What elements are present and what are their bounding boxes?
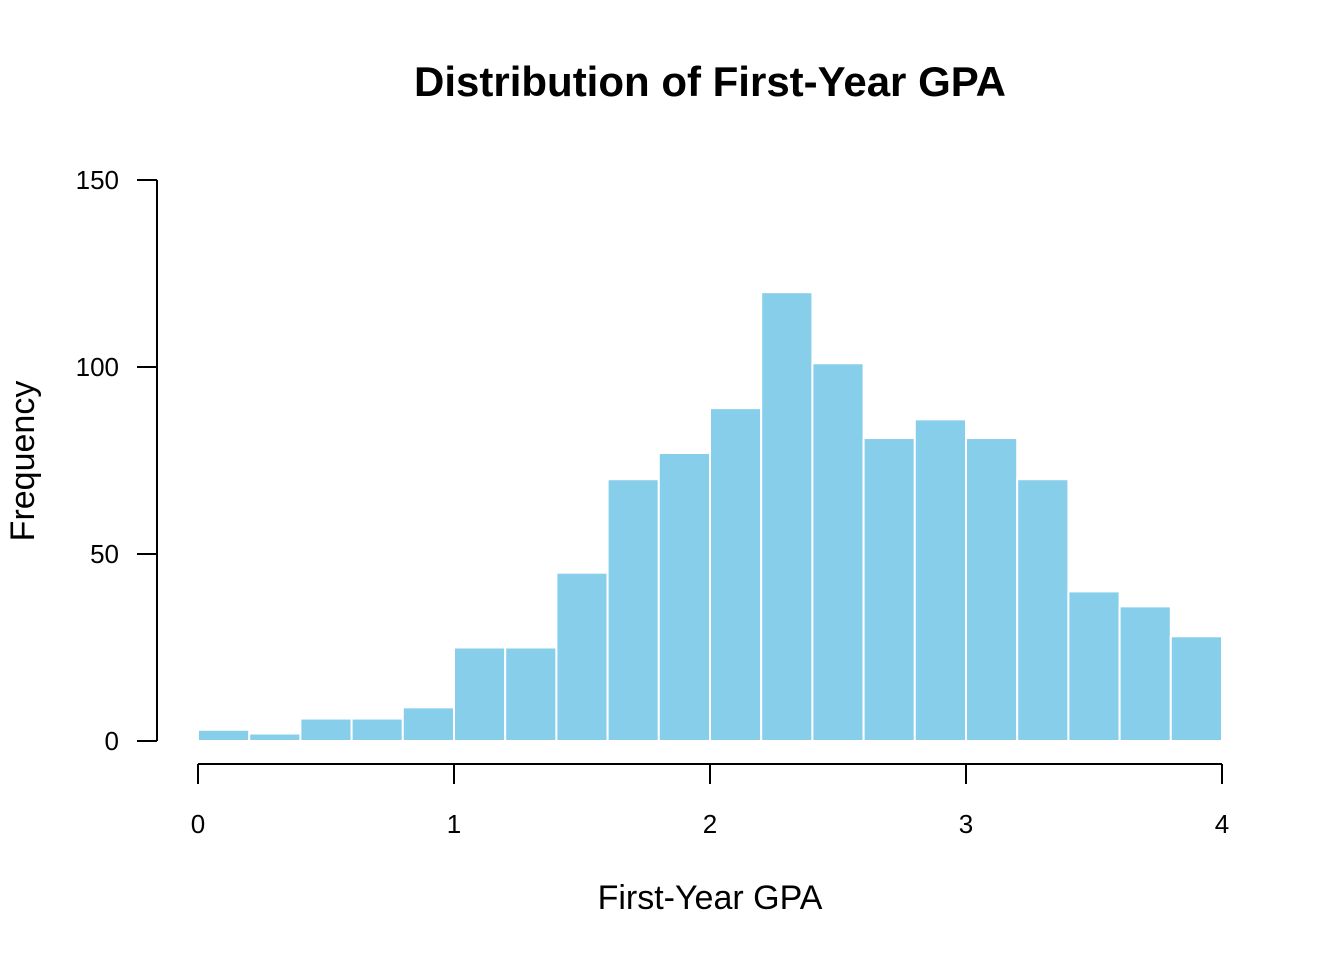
- histogram-bar: [248, 732, 302, 743]
- histogram-bar: [299, 717, 353, 742]
- x-tick-label: 1: [447, 809, 461, 839]
- histogram-bar: [1067, 590, 1121, 743]
- histogram-bar: [760, 291, 814, 742]
- y-tick-label: 50: [90, 539, 119, 569]
- histogram-bar: [555, 571, 609, 743]
- histogram-bar: [657, 452, 711, 742]
- histogram-bar: [1016, 478, 1070, 742]
- histogram-bar: [913, 418, 967, 742]
- x-tick-label: 4: [1215, 809, 1229, 839]
- y-tick-label: 150: [76, 165, 119, 195]
- x-tick-label: 3: [959, 809, 973, 839]
- y-tick-label: 100: [76, 352, 119, 382]
- histogram-bar: [709, 407, 763, 742]
- y-tick-label: 0: [105, 726, 119, 756]
- histogram-bar: [965, 437, 1019, 742]
- x-axis-label: First-Year GPA: [598, 879, 823, 917]
- histogram-bar: [811, 362, 865, 742]
- histogram-bar: [401, 706, 455, 743]
- bars-group: [197, 291, 1224, 743]
- histogram-bar: [606, 478, 660, 742]
- histogram-bar: [197, 728, 251, 743]
- chart-title: Distribution of First-Year GPA: [414, 58, 1006, 105]
- y-axis-label: Frequency: [4, 381, 42, 542]
- histogram-bar: [350, 717, 404, 742]
- histogram-bar: [504, 646, 558, 742]
- x-tick-label: 2: [703, 809, 717, 839]
- y-axis: 0 50 100 150: [76, 165, 158, 756]
- histogram-bar: [862, 437, 916, 742]
- x-axis: 0 1 2 3 4: [191, 763, 1229, 839]
- x-tick-label: 0: [191, 809, 205, 839]
- histogram-bar: [453, 646, 507, 742]
- histogram-bar: [1169, 635, 1224, 743]
- histogram-bar: [1118, 605, 1172, 742]
